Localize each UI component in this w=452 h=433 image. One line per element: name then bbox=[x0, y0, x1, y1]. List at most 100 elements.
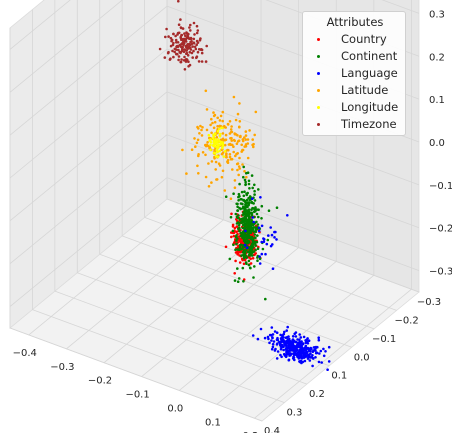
point-latitude bbox=[245, 175, 248, 179]
y-tick-label: 0.2 bbox=[309, 389, 325, 400]
point-continent bbox=[248, 227, 252, 230]
point-continent bbox=[247, 232, 250, 235]
point-language bbox=[275, 357, 279, 360]
point-continent bbox=[253, 189, 256, 193]
point-latitude bbox=[206, 141, 209, 144]
point-language bbox=[299, 356, 303, 359]
point-language bbox=[282, 352, 286, 356]
point-continent bbox=[253, 199, 257, 202]
tick-labels: −0.4−0.3−0.2−0.10.00.10.2−0.3−0.2−0.10.0… bbox=[13, 9, 452, 433]
y-tick-label: −0.2 bbox=[394, 315, 418, 326]
point-continent bbox=[232, 243, 235, 247]
point-latitude bbox=[204, 175, 208, 179]
point-latitude bbox=[237, 165, 241, 168]
point-continent bbox=[256, 247, 260, 250]
point-language bbox=[271, 243, 274, 246]
point-longitude bbox=[213, 152, 217, 155]
point-continent bbox=[241, 231, 244, 235]
point-language bbox=[262, 237, 265, 240]
z-tick-label: −0.2 bbox=[429, 224, 452, 235]
grid-line-x-floor bbox=[103, 233, 262, 364]
point-continent bbox=[253, 183, 256, 187]
point-continent bbox=[238, 229, 241, 233]
point-continent bbox=[261, 247, 265, 251]
point-continent bbox=[255, 212, 259, 216]
point-latitude bbox=[219, 114, 223, 118]
point-latitude bbox=[201, 126, 204, 129]
point-timezone bbox=[196, 29, 200, 32]
point-latitude bbox=[198, 132, 201, 135]
point-timezone bbox=[190, 42, 194, 46]
point-continent bbox=[243, 190, 246, 193]
point-language bbox=[251, 197, 254, 200]
point-continent bbox=[254, 206, 257, 209]
point-continent bbox=[240, 190, 244, 194]
point-continent bbox=[244, 180, 247, 184]
point-timezone bbox=[166, 51, 170, 55]
point-timezone bbox=[180, 58, 183, 61]
point-language bbox=[285, 329, 289, 332]
point-continent bbox=[242, 165, 245, 169]
point-country bbox=[251, 257, 255, 260]
point-continent bbox=[238, 226, 241, 230]
point-latitude bbox=[235, 142, 239, 145]
point-continent bbox=[253, 226, 256, 229]
point-continent bbox=[237, 224, 241, 227]
point-latitude bbox=[236, 162, 240, 165]
point-latitude bbox=[241, 148, 245, 152]
point-language bbox=[292, 352, 295, 356]
point-language bbox=[279, 340, 283, 344]
point-language bbox=[283, 342, 287, 346]
point-latitude bbox=[248, 129, 251, 132]
point-latitude bbox=[231, 168, 234, 171]
grid-line-z-left bbox=[9, 177, 168, 307]
point-continent bbox=[251, 206, 254, 210]
point-timezone bbox=[205, 44, 208, 48]
point-continent bbox=[241, 223, 245, 227]
point-latitude bbox=[200, 128, 203, 132]
point-continent bbox=[237, 277, 241, 280]
point-continent bbox=[248, 223, 251, 227]
point-continent bbox=[246, 191, 249, 195]
point-latitude bbox=[216, 116, 219, 120]
point-language bbox=[295, 352, 299, 356]
grid-line-y-floor bbox=[166, 198, 420, 293]
z-tick-label: −0.3 bbox=[429, 267, 452, 278]
point-continent bbox=[246, 241, 250, 245]
point-timezone bbox=[172, 55, 175, 59]
point-continent bbox=[231, 229, 235, 233]
point-timezone bbox=[189, 48, 193, 51]
point-timezone bbox=[186, 33, 190, 36]
point-latitude bbox=[210, 117, 213, 121]
point-continent bbox=[244, 183, 247, 187]
point-language bbox=[307, 354, 311, 357]
point-language bbox=[284, 336, 288, 340]
point-latitude bbox=[233, 186, 237, 189]
legend: Attributes Country Continent Language La… bbox=[302, 11, 406, 136]
grid-line-z-left bbox=[9, 48, 168, 179]
point-latitude bbox=[228, 155, 232, 159]
point-language bbox=[290, 345, 293, 348]
point-timezone bbox=[193, 45, 197, 49]
grid-line-z-back bbox=[166, 134, 420, 229]
point-latitude bbox=[232, 138, 236, 142]
point-latitude bbox=[223, 189, 227, 192]
point-language bbox=[271, 345, 275, 349]
point-longitude bbox=[216, 130, 220, 133]
point-continent bbox=[243, 249, 247, 252]
point-continent bbox=[247, 259, 251, 263]
point-language bbox=[320, 361, 324, 364]
point-timezone bbox=[179, 60, 183, 64]
point-longitude bbox=[222, 155, 226, 158]
point-timezone bbox=[199, 37, 202, 40]
point-latitude bbox=[244, 145, 248, 148]
point-continent bbox=[248, 229, 251, 233]
point-timezone bbox=[197, 60, 201, 63]
point-latitude bbox=[205, 108, 209, 111]
point-timezone bbox=[177, 55, 181, 58]
legend-label: Latitude bbox=[341, 83, 389, 97]
data-points bbox=[158, 0, 331, 372]
point-latitude bbox=[244, 138, 247, 141]
point-language bbox=[299, 342, 302, 345]
point-latitude bbox=[246, 156, 250, 160]
